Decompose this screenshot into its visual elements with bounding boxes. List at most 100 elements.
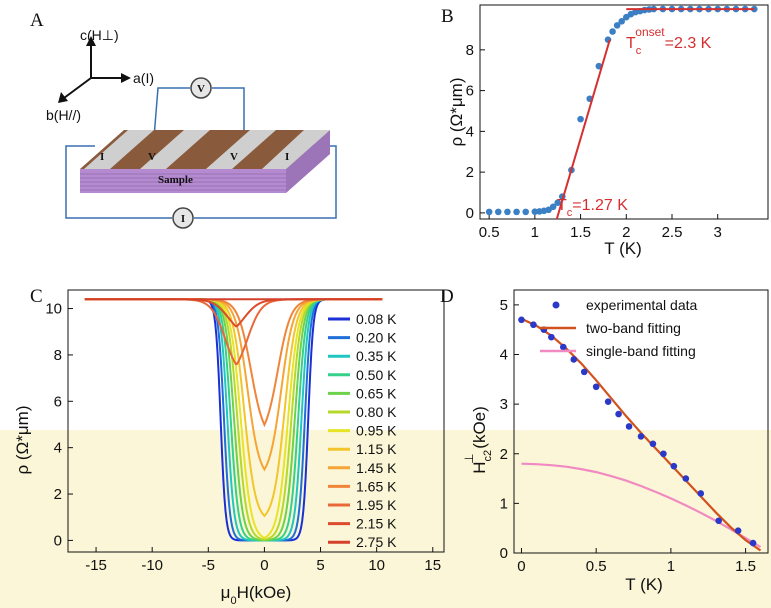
voltage-wire-right bbox=[212, 87, 245, 150]
chart-b-xtick-label: 0.5 bbox=[479, 224, 500, 241]
chart-c-legend-label: 0.65 K bbox=[356, 385, 397, 401]
chart-d-marks bbox=[518, 316, 762, 552]
chart-b-point bbox=[604, 36, 612, 43]
contact-stripe-1 bbox=[84, 130, 154, 169]
chart-d-point bbox=[715, 517, 722, 525]
chart-c-ytick-label: 2 bbox=[54, 486, 62, 503]
chart-c-legend-label: 0.50 K bbox=[356, 367, 397, 383]
chart-c-xtick-label: 15 bbox=[424, 557, 441, 574]
chart-d-ytick-label: 4 bbox=[500, 347, 508, 364]
chart-b: 0.5 1 1.5 2 2.5 3 0 2 4 6 8 T (K) ρ (Ω*μm) Tconset… bbox=[447, 4, 769, 258]
chart-d-point bbox=[670, 462, 678, 470]
chart-c-ytick-label: 6 bbox=[54, 393, 62, 410]
axis-a-arrowhead bbox=[121, 73, 131, 83]
chart-b-ytick-label: 4 bbox=[466, 123, 474, 140]
ammeter-icon bbox=[172, 207, 194, 229]
chart-c-xtick-label: -5 bbox=[202, 557, 215, 574]
chart-b-ticks: 0.5 1 1.5 2 2.5 3 0 2 4 6 8 bbox=[466, 42, 722, 241]
chart-d-point bbox=[592, 383, 600, 391]
chart-d-legend-marker bbox=[552, 301, 560, 309]
chart-b-annotation-tc: Tc=1.27 K bbox=[557, 197, 628, 219]
chart-c-legend-label: 1.15 K bbox=[356, 441, 397, 457]
chart-b-xtick-label: 3 bbox=[714, 224, 722, 241]
chart-b-xtick-label: 1 bbox=[531, 224, 539, 241]
chart-d-ytick-label: 5 bbox=[500, 297, 508, 314]
chart-d-point bbox=[749, 539, 757, 547]
chart-b-point bbox=[577, 115, 584, 123]
chart-c-legend-label: 1.45 K bbox=[356, 460, 397, 476]
chart-d-ytick-label: 2 bbox=[500, 446, 508, 463]
chart-c-xtick-label: 0 bbox=[260, 557, 268, 574]
chart-d-ytick-label: 1 bbox=[500, 495, 508, 512]
chart-d-xlabel: T (K) bbox=[625, 575, 662, 594]
contact-label-2: V bbox=[148, 151, 156, 163]
chart-c-legend-label: 0.20 K bbox=[356, 330, 397, 346]
chart-b-ytick-label: 2 bbox=[466, 164, 474, 181]
axis-b-arrow bbox=[63, 77, 92, 99]
sample-label: Sample bbox=[158, 174, 193, 186]
chart-c-ytick-label: 8 bbox=[54, 347, 62, 364]
chart-c-xtick-label: -10 bbox=[141, 557, 163, 574]
chart-d-point bbox=[682, 475, 690, 482]
panel-label-c: C bbox=[30, 286, 43, 307]
chart-b-xtick-label: 2 bbox=[622, 224, 630, 241]
sample-side bbox=[286, 130, 330, 193]
chart-b-point bbox=[522, 208, 530, 216]
chart-b-marks bbox=[485, 5, 758, 220]
chart-b-point bbox=[554, 199, 562, 206]
axis-a-label: a(I) bbox=[133, 70, 154, 86]
axis-b-arrowhead bbox=[58, 92, 68, 103]
chart-d-xtick-label: 1 bbox=[667, 558, 675, 575]
chart-d-point bbox=[637, 433, 645, 440]
chart-c-series-line bbox=[84, 298, 383, 328]
chart-c-legend-label: 0.95 K bbox=[356, 423, 397, 439]
chart-c-ytick-label: 4 bbox=[54, 440, 62, 457]
chart-c-legend-label: 2.75 K bbox=[356, 534, 397, 550]
chart-d-point bbox=[560, 343, 567, 351]
chart-d-ytick-label: 0 bbox=[500, 545, 508, 562]
contact-stripe-3 bbox=[206, 130, 276, 169]
chart-b-point bbox=[549, 203, 557, 211]
chart-c-ticks: -15 -10 -5 0 5 10 15 0 2 4 6 8 10 bbox=[45, 301, 441, 574]
chart-c-legend-label: 2.15 K bbox=[356, 516, 397, 532]
chart-b-point bbox=[609, 28, 616, 35]
chart-c-xtick-label: 5 bbox=[316, 557, 324, 574]
contact-label-1: I bbox=[100, 151, 104, 163]
chart-d-point bbox=[615, 410, 622, 418]
chart-d-point bbox=[734, 527, 742, 534]
chart-d-point bbox=[660, 450, 667, 458]
chart-d-point bbox=[580, 368, 588, 376]
chart-c-legend-label: 1.95 K bbox=[356, 497, 397, 513]
chart-b-xtick-label: 2.5 bbox=[662, 224, 683, 241]
panel-label-d: D bbox=[440, 286, 454, 307]
chart-d-point bbox=[518, 316, 525, 324]
chart-b-ytick-label: 6 bbox=[466, 83, 474, 100]
measurement-schematic: c(H⊥) a(I) b(H//) V I I V V I S bbox=[46, 27, 337, 229]
chart-b-point bbox=[485, 208, 493, 216]
chart-c-legend-label: 0.08 K bbox=[356, 311, 397, 327]
voltage-wire-left bbox=[152, 87, 190, 151]
chart-c-legend-label: 0.80 K bbox=[356, 404, 397, 420]
chart-c-legend: 0.08 K 0.20 K 0.35 K 0.50 K 0.65 K 0.80 K 0.95… bbox=[328, 311, 397, 550]
contact-label-4: I bbox=[285, 151, 289, 163]
chart-d: 0 0.5 1 1.5 0 1 2 3 4 5 experimental data two-band… bbox=[462, 289, 769, 594]
chart-b-ylabel: ρ (Ω*μm) bbox=[447, 78, 466, 147]
chart-c-frame bbox=[67, 289, 445, 553]
chart-d-point bbox=[570, 356, 578, 363]
chart-c-xtick-label: 10 bbox=[368, 557, 385, 574]
chart-c-ytick-label: 0 bbox=[54, 532, 62, 549]
chart-d-legend-label: experimental data bbox=[586, 297, 698, 313]
chart-b-frame bbox=[479, 4, 769, 220]
chart-d-point bbox=[548, 333, 555, 341]
overlay-band bbox=[0, 430, 771, 608]
overlay-edge bbox=[0, 430, 5, 580]
panel-label-a: A bbox=[30, 10, 44, 31]
chart-d-xtick-label: 0 bbox=[517, 558, 525, 575]
chart-b-ytick-label: 8 bbox=[466, 42, 474, 59]
contact-stripe-4 bbox=[262, 130, 330, 169]
sample-layers bbox=[80, 173, 286, 191]
chart-b-point bbox=[613, 22, 621, 29]
chart-b-fit-line bbox=[555, 39, 611, 220]
axis-c-arrowhead bbox=[86, 36, 96, 46]
